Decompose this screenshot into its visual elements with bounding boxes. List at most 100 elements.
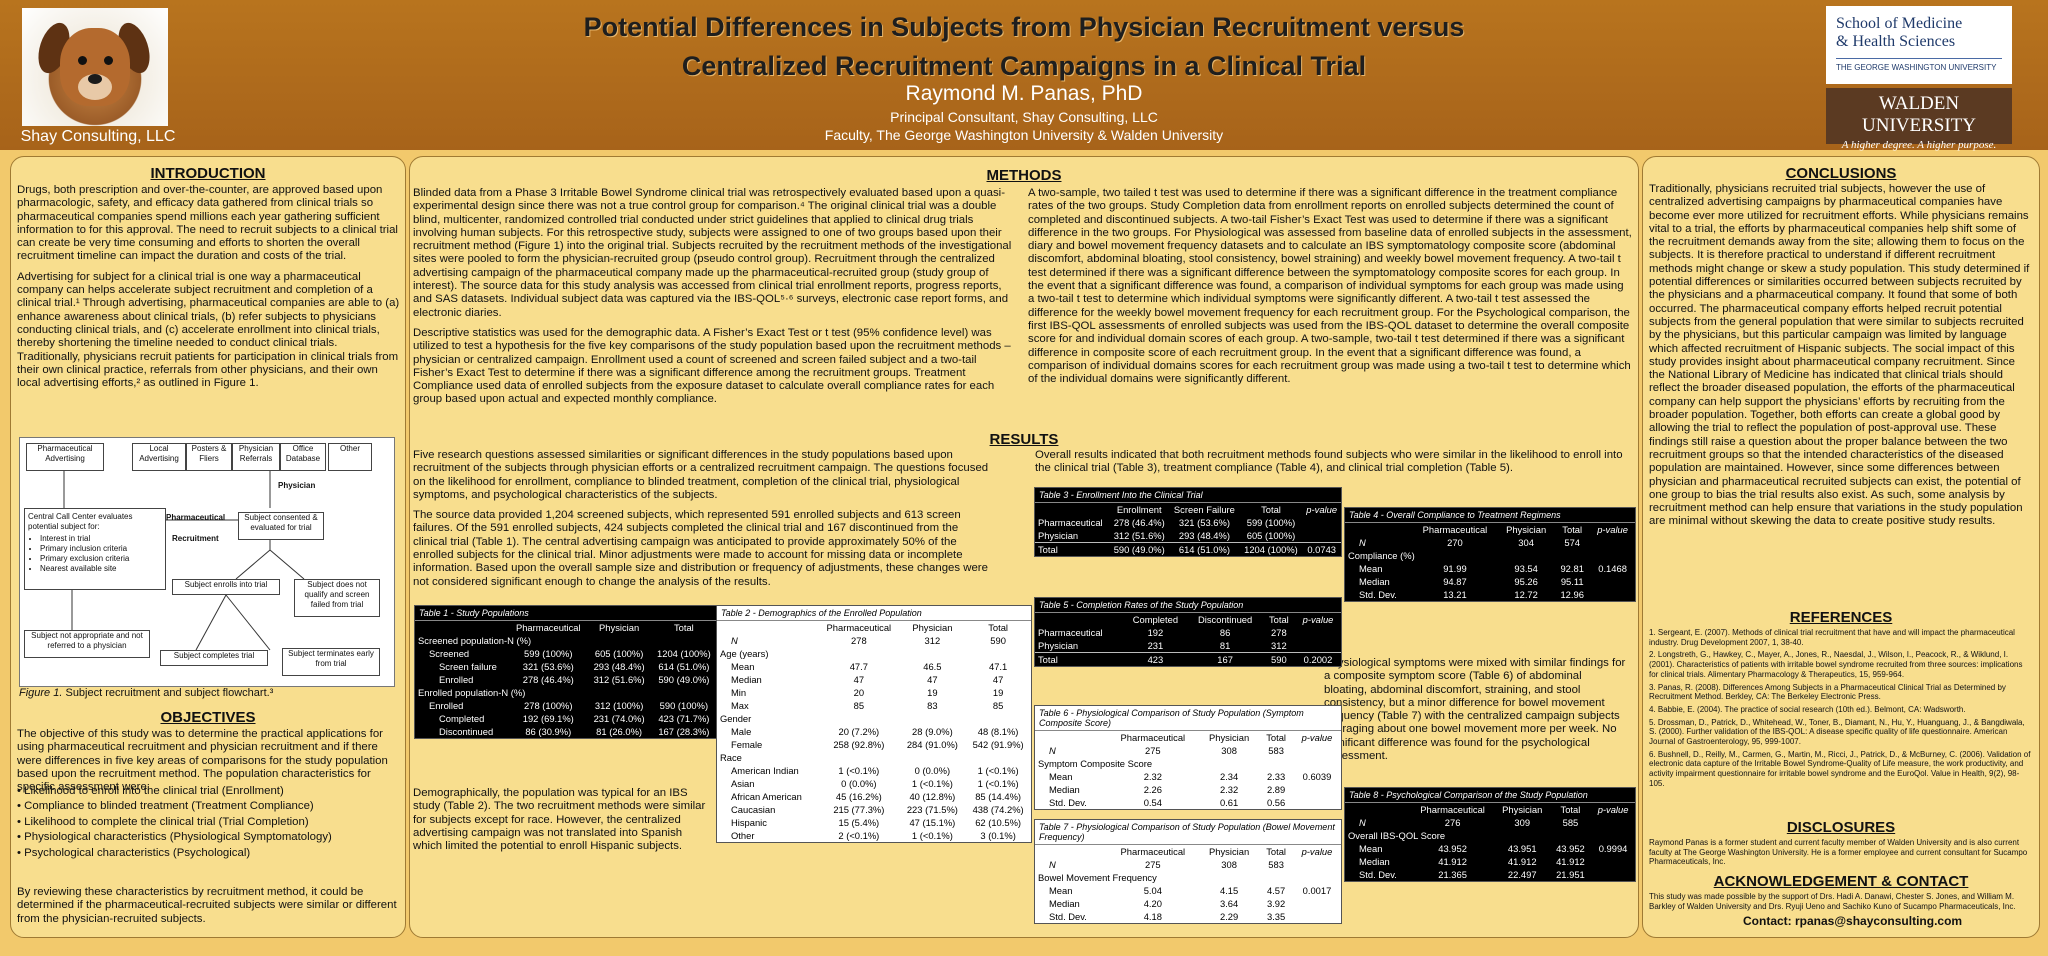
table-row: N 275 308 583 <box>1035 744 1341 757</box>
table-row: N 270 304 574 <box>1345 536 1635 549</box>
table-cell: 304 <box>1518 537 1534 548</box>
table-row: Min 20 19 19 <box>717 686 1031 699</box>
walden-logo: WALDEN UNIVERSITY A higher degree. A hig… <box>1826 88 2012 151</box>
table-row: Max 85 83 85 <box>717 699 1031 712</box>
table-cell: 0.0743 <box>1302 542 1341 556</box>
table-row: N 278 312 590 <box>717 634 1031 647</box>
table-2-grid: Pharmaceutical Physician Total N 278 312 590 … <box>717 621 1031 842</box>
table-cell: 3 (0.1%) <box>980 830 1016 841</box>
table-cell: 91.99 <box>1443 563 1467 574</box>
table-cell: Mean <box>1049 771 1073 782</box>
table-cell: 321 (53.6%) <box>1178 517 1230 528</box>
table-header-cell: Total <box>1268 614 1289 625</box>
table-cell: 94.87 <box>1443 576 1467 587</box>
table-cell <box>1590 575 1635 588</box>
table-row: Asian 0 (0.0%) 1 (<0.1%) 1 (<0.1%) <box>717 777 1031 790</box>
table-cell: Screen failure <box>439 661 497 672</box>
table-cell: 12.96 <box>1560 589 1584 600</box>
table-cell: 2 (<0.1%) <box>838 830 880 841</box>
table-7: Table 7 - Physiological Comparison of St… <box>1034 819 1342 924</box>
table-cell: 4.18 <box>1143 911 1162 922</box>
table-cell: N <box>1049 745 1056 756</box>
table-cell: 1 (<0.1%) <box>911 830 953 841</box>
table-header-cell <box>1035 613 1123 626</box>
table-cell <box>1591 816 1635 829</box>
table-cell: 0.1468 <box>1598 563 1627 574</box>
table-cell: 4.20 <box>1143 898 1162 909</box>
table-header-cell: Physician <box>1502 804 1543 815</box>
table-cell: African American <box>731 791 802 802</box>
table-row: Other 2 (<0.1%) 1 (<0.1%) 3 (0.1%) <box>717 829 1031 842</box>
results-left-text: Five research questions assessed similar… <box>413 449 993 596</box>
flowchart-connectors <box>63 471 305 651</box>
table-row: Pharmaceutical 192 86 278 <box>1035 626 1341 639</box>
table-cell: 574 <box>1564 537 1581 548</box>
table-6-grid: Pharmaceutical Physician Total p-value N 275… <box>1035 731 1341 809</box>
table-cell: Discontinued <box>439 726 494 737</box>
table-header-cell: Total <box>1266 846 1286 857</box>
table-3-caption: Table 3 - Enrollment Into the Clinical T… <box>1035 488 1341 503</box>
table-header-cell: Enrollment <box>1116 504 1162 515</box>
table-cell: Total <box>1035 542 1110 556</box>
table-row: Race <box>717 751 1031 764</box>
table-4: Table 4 - Overall Compliance to Treatmen… <box>1344 507 1636 602</box>
table-header-row: Completed Discontinued Total p-value <box>1035 613 1341 626</box>
table-cell: 278 (46.4%) <box>1113 517 1165 528</box>
table-cell <box>1591 868 1635 881</box>
table-header-cell: Physician <box>912 622 953 633</box>
table-cell: 293 (48.4%) <box>593 661 645 672</box>
table-4-caption: Table 4 - Overall Compliance to Treatmen… <box>1345 508 1635 523</box>
table-cell: 86 (30.9%) <box>525 726 572 737</box>
dog-nose-icon <box>88 74 102 84</box>
table-header-cell: Physician <box>1209 732 1250 743</box>
introduction-heading: INTRODUCTION <box>150 165 266 182</box>
table-cell: 312 (51.6%) <box>593 674 645 685</box>
table-cell: 276 <box>1444 817 1461 828</box>
table-cell: 85 <box>992 700 1004 711</box>
results-heading: RESULTS <box>989 431 1059 448</box>
table-row: Physician 231 81 312 <box>1035 639 1341 653</box>
table-header-cell: Total <box>988 622 1009 633</box>
table-cell: 81 <box>1219 640 1231 651</box>
table-row: Mean 5.04 4.15 4.57 0.0017 <box>1035 884 1341 897</box>
table-cell: 1 (<0.1%) <box>838 765 880 776</box>
table-header-row: Pharmaceutical Physician Total p-value <box>1345 803 1635 816</box>
table-cell <box>1293 910 1341 923</box>
table-cell: Female <box>731 739 763 750</box>
gwu-logo-line-1: School of Medicine <box>1836 15 1963 32</box>
table-header-row: Pharmaceutical Physician Total <box>415 621 717 634</box>
references-heading: REFERENCES <box>1789 609 1893 626</box>
table-cell: 308 <box>1221 859 1237 870</box>
table-cell: Caucasian <box>731 804 776 815</box>
table-cell: Other <box>731 830 755 841</box>
table-cell: 47 <box>927 674 938 685</box>
author-name: Raymond M. Panas, PhD <box>905 82 1143 105</box>
table-cell: 192 <box>1147 627 1164 638</box>
table-cell: 278 <box>1271 627 1287 638</box>
table-cell: 605 (100%) <box>1246 530 1296 541</box>
methods-paragraph-1: Blinded data from a Phase 3 Irritable Bo… <box>413 187 1012 319</box>
table-cell: 605 (100%) <box>594 648 644 659</box>
table-cell: Enrolled <box>429 700 464 711</box>
table-cell: 614 (51.0%) <box>1169 542 1240 556</box>
table-cell: 4.15 <box>1219 885 1239 896</box>
table-cell: N <box>731 635 738 646</box>
table-header-cell: p-value <box>1302 614 1334 625</box>
table-cell: 585 <box>1562 817 1579 828</box>
acknowledgement-heading: ACKNOWLEDGEMENT & CONTACT <box>1713 873 1969 890</box>
table-cell: 1 (<0.1%) <box>977 778 1019 789</box>
table-7-caption: Table 7 - Physiological Comparison of St… <box>1035 820 1341 845</box>
flow-pharmaceutical-label: Pharmaceutical <box>166 513 226 522</box>
flow-subject-completes: Subject completes trial <box>160 650 268 666</box>
table-6-caption: Table 6 - Physiological Comparison of St… <box>1035 706 1341 731</box>
conclusions-text: Traditionally, physicians recruited tria… <box>1649 183 2030 528</box>
table-header-cell: p-value <box>1597 804 1629 815</box>
table-cell: Median <box>1049 784 1080 795</box>
table-row: Overall IBS-QOL Score <box>1345 829 1635 842</box>
table-header-cell: p-value <box>1597 524 1628 535</box>
table-cell: 0.61 <box>1219 797 1239 808</box>
gwu-logo-line-2: & Health Sciences <box>1836 33 1956 50</box>
table-cell: 86 <box>1219 627 1231 638</box>
table-cell: 20 <box>853 687 865 698</box>
table-header-cell: Pharmaceutical <box>1422 524 1488 535</box>
